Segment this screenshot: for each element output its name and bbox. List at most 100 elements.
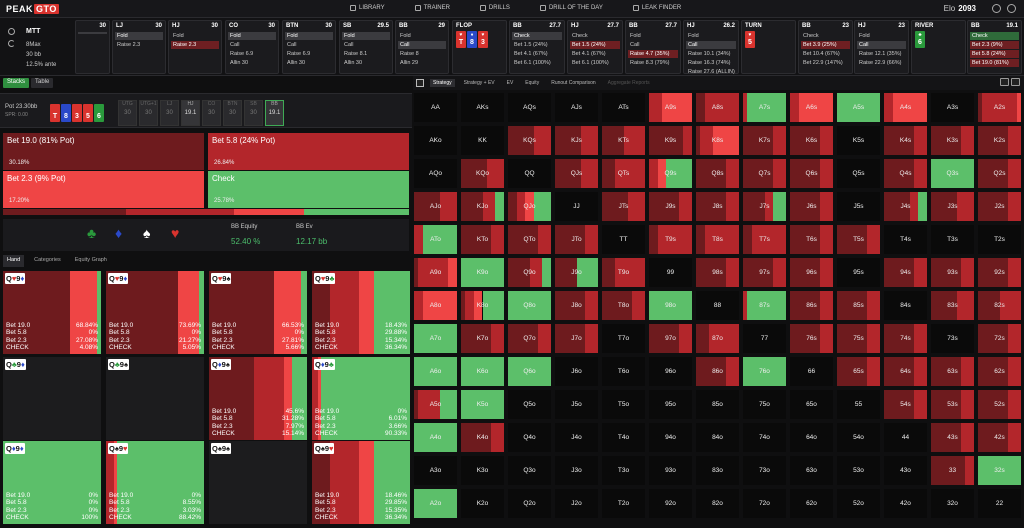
position-card[interactable]: BB 29 Fold Call Raise 8 Allin 29 — [395, 20, 449, 74]
grid-cell[interactable]: K7o — [460, 323, 505, 354]
grid-cell[interactable]: 86s — [789, 290, 834, 321]
grid-cell[interactable]: JTo — [554, 224, 599, 255]
grid-cell[interactable]: Q7o — [507, 323, 552, 354]
grid-cell[interactable]: 42s — [977, 422, 1022, 453]
stack-column[interactable]: BTN 30 — [223, 100, 242, 126]
diamond-icon[interactable]: ♦ — [115, 225, 123, 241]
position-card[interactable]: BTN 30 Fold Call Raise 6.9 Allin 30 — [282, 20, 336, 74]
grid-cell[interactable]: 52o — [836, 488, 881, 519]
grid-cell[interactable]: 77 — [742, 323, 787, 354]
action-option[interactable]: Fold — [688, 33, 699, 39]
grid-cell[interactable]: 43s — [930, 422, 975, 453]
grid-cell[interactable]: 76o — [742, 356, 787, 387]
action-option[interactable]: Bet 19.0 (81%) — [970, 59, 1019, 67]
grid-cell[interactable]: A3o — [413, 455, 458, 486]
stack-column[interactable]: UTG 30 — [118, 100, 137, 126]
action-option[interactable]: Bet 4.1 (67%) — [572, 51, 606, 57]
grid-cell[interactable]: K5o — [460, 389, 505, 420]
stack-column[interactable]: UTG+1 30 — [139, 100, 158, 126]
grid-cell[interactable]: 73s — [930, 323, 975, 354]
action-option[interactable]: Bet 3.9 (25%) — [801, 41, 850, 49]
grid-cell[interactable]: 32o — [930, 488, 975, 519]
action-option[interactable]: Check — [512, 32, 562, 40]
subtab-categories[interactable]: Categories — [34, 257, 61, 263]
position-card[interactable]: HJ 27.7 Check Bet 1.5 (24%) Bet 4.1 (67%) Bet… — [567, 20, 623, 74]
grid-cell[interactable]: J3s — [930, 191, 975, 222]
action-option[interactable]: Check — [803, 33, 819, 39]
action-option[interactable]: Raise 6.9 — [287, 51, 311, 57]
grid-cell[interactable]: 55 — [836, 389, 881, 420]
grid-cell[interactable]: A8s — [695, 92, 740, 123]
action-option[interactable]: Call — [344, 42, 354, 48]
grid-cell[interactable]: 54o — [836, 422, 881, 453]
grid-cell[interactable]: KQo — [460, 158, 505, 189]
grid-cell[interactable]: KTs — [601, 125, 646, 156]
grid-cell[interactable]: TT — [601, 224, 646, 255]
tab-table[interactable]: Table — [31, 78, 54, 88]
action-option[interactable]: Raise 10.1 (34%) — [688, 51, 731, 57]
grid-cell[interactable]: 64s — [883, 356, 928, 387]
position-card[interactable]: SB 29.5 Fold Call Raise 8.1 Allin 30 — [339, 20, 393, 74]
grid-cell[interactable]: 93s — [930, 257, 975, 288]
position-card[interactable]: BB 19.1 Check Bet 2.3 (9%) Bet 5.8 (24%) Bet … — [967, 20, 1022, 74]
action-option[interactable]: Bet 2.3 (9%) — [970, 41, 1019, 49]
grid-cell[interactable]: K8s — [695, 125, 740, 156]
grid-cell[interactable]: J6o — [554, 356, 599, 387]
nav-link[interactable]: LIBRARY — [350, 5, 385, 11]
grid-cell[interactable]: T3s — [930, 224, 975, 255]
action-option[interactable]: Raise 4.7 (35%) — [628, 50, 678, 58]
stack-column[interactable]: BB 19.1 — [265, 100, 284, 126]
grid-cell[interactable]: 43o — [883, 455, 928, 486]
grid-cell[interactable]: T4s — [883, 224, 928, 255]
grid-cell[interactable]: QJs — [554, 158, 599, 189]
hand-cell[interactable]: Q ♦ 9 ♠ Bet 19.0 45.6% Bet 5.8 31.28% Bet 2.3 7.9… — [209, 357, 307, 440]
hand-cell[interactable]: Q ♣ 9 ♦ — [3, 357, 101, 440]
grid-cell[interactable]: KQs — [507, 125, 552, 156]
grid-cell[interactable]: 72o — [742, 488, 787, 519]
action-option[interactable]: Allin 30 — [287, 60, 306, 66]
grid-cell[interactable]: A5s — [836, 92, 881, 123]
action-option[interactable]: Raise 8 — [400, 51, 419, 57]
gamepad-icon[interactable] — [1011, 78, 1020, 86]
grid-cell[interactable]: A7s — [742, 92, 787, 123]
hand-cell[interactable]: Q ♥ 9 ♠ Bet 19.0 66.53% Bet 5.8 0% Bet 2.3 27.81%… — [209, 271, 307, 354]
action-option[interactable]: Call — [686, 41, 736, 49]
grid-cell[interactable]: AA — [413, 92, 458, 123]
action-option[interactable]: Check — [970, 32, 1019, 40]
grid-cell[interactable]: 75s — [836, 323, 881, 354]
grid-cell[interactable]: K4o — [460, 422, 505, 453]
grid-cell[interactable]: 72s — [977, 323, 1022, 354]
gear-icon[interactable] — [8, 28, 15, 35]
action-option[interactable]: Bet 4.1 (67%) — [514, 51, 548, 57]
grid-cell[interactable]: Q5o — [507, 389, 552, 420]
grid-cell[interactable]: K6o — [460, 356, 505, 387]
grid-cell[interactable]: 85s — [836, 290, 881, 321]
action-option[interactable]: Raise 8.1 — [344, 51, 368, 57]
action-option[interactable]: Call — [630, 42, 640, 48]
nav-link[interactable]: LEAK FINDER — [632, 5, 681, 11]
grid-cell[interactable]: 73o — [742, 455, 787, 486]
action-option[interactable]: Bet 22.9 (147%) — [803, 60, 843, 66]
club-icon[interactable]: ♣ — [87, 225, 97, 241]
grid-cell[interactable]: 84s — [883, 290, 928, 321]
action-option[interactable]: Raise 6.9 — [230, 51, 254, 57]
grid-cell[interactable]: T9s — [648, 224, 693, 255]
grid-cell[interactable]: 66 — [789, 356, 834, 387]
stack-column[interactable]: HJ 19.1 — [181, 100, 200, 126]
grid-cell[interactable]: 83o — [695, 455, 740, 486]
grid-cell[interactable]: Q9o — [507, 257, 552, 288]
action-option[interactable]: Call — [287, 42, 297, 48]
action-option[interactable]: Allin 30 — [344, 60, 363, 66]
position-card[interactable]: BB 23 Check Bet 3.9 (25%) Bet 10.4 (67%) Bet … — [798, 20, 853, 74]
tool-strategy-ev[interactable]: Strategy + EV — [463, 80, 495, 86]
grid-cell[interactable]: QQ — [507, 158, 552, 189]
action-option[interactable]: Raise 22.9 (66%) — [859, 60, 902, 66]
grid-cell[interactable]: T5o — [601, 389, 646, 420]
action-option[interactable]: Fold — [285, 32, 333, 40]
action-option[interactable]: Raise 16.3 (74%) — [688, 60, 731, 66]
position-card[interactable]: HJ 30 Fold Raise 2.3 — [168, 20, 222, 74]
grid-cell[interactable]: Q8s — [695, 158, 740, 189]
grid-cell[interactable]: 52s — [977, 389, 1022, 420]
grid-cell[interactable]: A6s — [789, 92, 834, 123]
grid-cell[interactable]: A4s — [883, 92, 928, 123]
